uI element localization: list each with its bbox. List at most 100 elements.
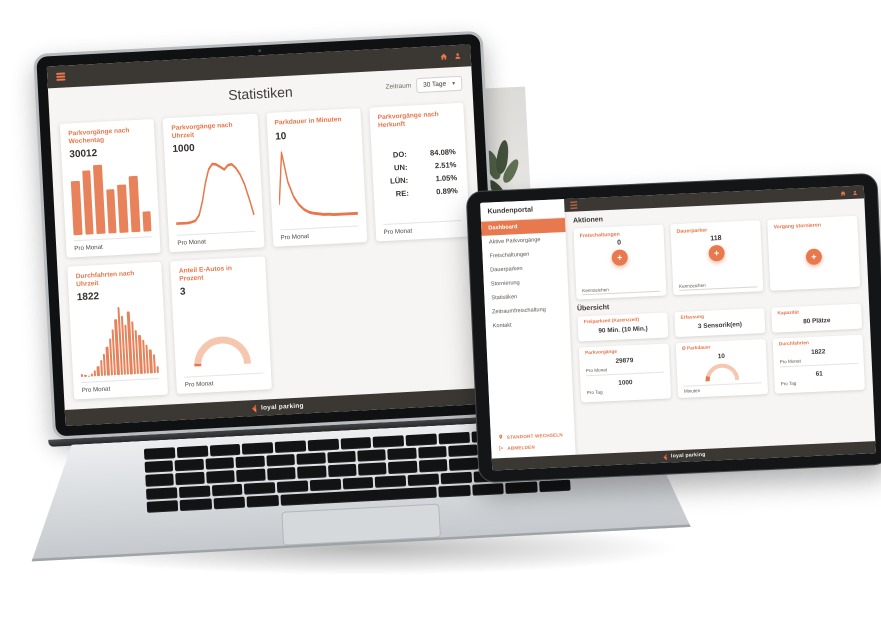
keyboard-key: [342, 477, 373, 490]
abmelden-button[interactable]: ABMELDEN: [498, 442, 568, 451]
bar: [93, 370, 97, 377]
weekday-bar-chart: [70, 158, 152, 236]
standort-wechseln-button[interactable]: STANDORT WECHSELN: [498, 431, 568, 440]
stat-cards-grid: Parkvorgänge nach Wochentag 30012 Pro Mo…: [49, 96, 488, 410]
bar: [93, 164, 106, 235]
bar: [148, 349, 153, 374]
keyboard-key: [275, 440, 306, 453]
webcam-dot: [258, 49, 262, 53]
keyboard-key: [277, 480, 308, 493]
overview-card-kapazitaet: Kapazität 80 Plätze: [771, 303, 863, 333]
card-parkvorgaenge-wochentag: Parkvorgänge nach Wochentag 30012 Pro Mo…: [59, 118, 161, 258]
home-icon[interactable]: [440, 52, 448, 60]
tablet-footer: loyal parking: [491, 441, 876, 471]
laptop-screen: Statistiken Zeitraum 30 Tage ▾ Parkvorgä…: [33, 30, 503, 440]
brand-logo: loyal parking: [250, 401, 304, 413]
bar: [90, 373, 94, 377]
line-chart-svg: [278, 150, 358, 216]
tablet-content: Aktionen Freischaltungen 0 + Kennzeichen…: [565, 198, 876, 454]
keyboard-key: [328, 464, 357, 477]
bar: [156, 365, 160, 374]
user-icon[interactable]: [454, 52, 462, 60]
keyboard-key: [438, 432, 469, 445]
zeitraum-label: Zeitraum: [385, 82, 412, 91]
keyboard-key: [211, 483, 242, 496]
keyboard-key: [358, 463, 387, 476]
sidebar-bottom: STANDORT WECHSELN ABMELDEN: [490, 426, 575, 459]
keyboard-key: [439, 485, 471, 498]
laptop-footer: loyal parking: [64, 387, 489, 426]
keyboard-key: [340, 437, 371, 450]
laptop-topbar: [46, 44, 472, 89]
brand-logo-icon: [663, 453, 667, 460]
keyboard-key: [440, 471, 471, 484]
keyboard-key: [205, 457, 234, 470]
card-title: Parkvorgänge nach Wochentag: [68, 127, 130, 145]
kennzeichen-field[interactable]: Kennzeichen: [679, 280, 758, 291]
add-freischaltung-button[interactable]: +: [611, 249, 629, 266]
keyboard-key: [247, 495, 279, 508]
keyboard-key: [357, 449, 386, 462]
caret-down-icon: ▾: [452, 81, 456, 88]
keyboard-key: [267, 467, 296, 480]
bar: [84, 374, 87, 377]
actions-grid: Freischaltungen 0 + Kennzeichen Dauerpar…: [573, 215, 861, 300]
keyboard-key: [144, 447, 175, 460]
bar: [70, 181, 83, 236]
keyboard-key: [145, 474, 174, 487]
sidebar-item-kontakt[interactable]: Kontakt: [492, 322, 512, 330]
herkunft-table: DO: 84.08% UN: 2.51% LÜN: 1.05%: [378, 125, 461, 219]
overview-title: Erfassung: [680, 314, 705, 321]
row-value: 0.89%: [436, 186, 459, 197]
kennzeichen-field[interactable]: Kennzeichen: [582, 284, 661, 296]
overview-title: Ø Parkdauer: [681, 345, 711, 352]
card-title: Parkvorgänge nach Uhrzeit: [171, 121, 233, 140]
keyboard-key: [146, 487, 177, 500]
line-chart-svg: [176, 162, 255, 226]
overview-label: Minuten: [683, 388, 701, 394]
keyboard-key: [388, 448, 417, 461]
card-eautos: Anteil E-Autos in Prozent 3 Pro Monat: [170, 256, 272, 395]
location-pin-icon: [499, 434, 503, 440]
add-dauerparker-button[interactable]: +: [708, 244, 725, 262]
statistics-dashboard: Statistiken Zeitraum 30 Tage ▾ Parkvorgä…: [46, 44, 489, 426]
keyboard-key: [244, 482, 275, 495]
keyboard-key: [388, 461, 417, 474]
brand-logo: loyal parking: [662, 451, 706, 460]
user-icon[interactable]: [852, 189, 858, 195]
action-value: 0: [616, 239, 622, 247]
hamburger-icon[interactable]: [56, 72, 66, 81]
tablet-main: Aktionen Freischaltungen 0 + Kennzeichen…: [564, 185, 875, 454]
action-card-dauerparker: Dauerparker 118 + Kennzeichen: [670, 220, 764, 296]
card-durchfahrten: Durchfahrten nach Uhrzeit 1822 Pro Monat: [67, 261, 169, 400]
card-spacer: [774, 227, 853, 250]
home-icon[interactable]: [840, 190, 846, 196]
zeitraum-control: Zeitraum 30 Tage ▾: [385, 75, 463, 95]
keyboard-key: [539, 479, 571, 492]
laptop-device: Statistiken Zeitraum 30 Tage ▾ Parkvorgä…: [5, 21, 691, 565]
keyboard-key: [209, 444, 240, 457]
keyboard-key: [419, 459, 448, 472]
bar: [96, 366, 100, 377]
overview-card-erfassung: Erfassung 3 Sensorik(en): [674, 308, 766, 338]
trackpad: [281, 504, 441, 546]
stornieren-button[interactable]: +: [805, 248, 823, 266]
keyboard-key: [213, 496, 245, 509]
overview-title: Freiparkzeit (Karenzzeit): [583, 317, 640, 326]
keyboard-key: [408, 473, 439, 486]
hamburger-icon[interactable]: [570, 201, 578, 209]
action-card-vorgang-stornieren: Vorgang stornieren +: [767, 215, 861, 291]
keyboard-key: [175, 459, 204, 472]
table-row: LÜN: 1.05%: [383, 173, 458, 186]
keyboard-key: [472, 483, 504, 496]
keyboard-key: [236, 469, 265, 482]
brand-logo-text: loyal parking: [670, 451, 706, 460]
overview-value: 80 Plätze: [803, 317, 831, 326]
keyboard-key: [448, 445, 477, 458]
overview-card-parkvorgaenge: Parkvorgänge 29879 Pro Monat 1000 Pro Ta…: [578, 343, 672, 403]
keyboard-key: [418, 446, 447, 459]
keyboard-key: [406, 434, 437, 447]
parkdauer-gauge-chart: [683, 360, 762, 384]
zeitraum-select[interactable]: 30 Tage ▾: [415, 75, 463, 94]
